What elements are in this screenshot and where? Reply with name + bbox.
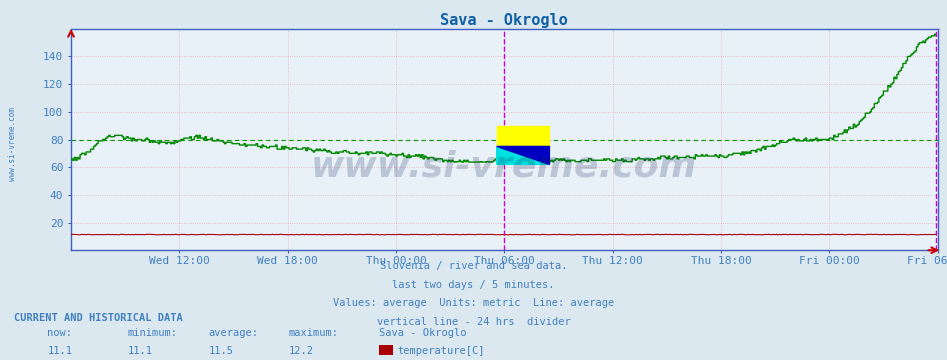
Polygon shape bbox=[497, 147, 549, 165]
Title: Sava - Okroglo: Sava - Okroglo bbox=[440, 13, 568, 28]
Text: 11.5: 11.5 bbox=[208, 346, 233, 356]
Text: Values: average  Units: metric  Line: average: Values: average Units: metric Line: aver… bbox=[333, 298, 614, 309]
Polygon shape bbox=[497, 147, 549, 165]
Text: last two days / 5 minutes.: last two days / 5 minutes. bbox=[392, 280, 555, 290]
Text: Sava - Okroglo: Sava - Okroglo bbox=[379, 328, 466, 338]
Text: maximum:: maximum: bbox=[289, 328, 339, 338]
Text: now:: now: bbox=[47, 328, 72, 338]
Text: average:: average: bbox=[208, 328, 259, 338]
Text: www.si-vreme.com: www.si-vreme.com bbox=[8, 107, 17, 181]
Text: 12.2: 12.2 bbox=[289, 346, 313, 356]
Text: www.si-vreme.com: www.si-vreme.com bbox=[312, 149, 697, 183]
Text: 11.1: 11.1 bbox=[128, 346, 152, 356]
Text: minimum:: minimum: bbox=[128, 328, 178, 338]
Text: vertical line - 24 hrs  divider: vertical line - 24 hrs divider bbox=[377, 317, 570, 327]
Text: CURRENT AND HISTORICAL DATA: CURRENT AND HISTORICAL DATA bbox=[14, 313, 183, 323]
Text: 11.1: 11.1 bbox=[47, 346, 72, 356]
Text: temperature[C]: temperature[C] bbox=[398, 346, 485, 356]
Text: Slovenia / river and sea data.: Slovenia / river and sea data. bbox=[380, 261, 567, 271]
